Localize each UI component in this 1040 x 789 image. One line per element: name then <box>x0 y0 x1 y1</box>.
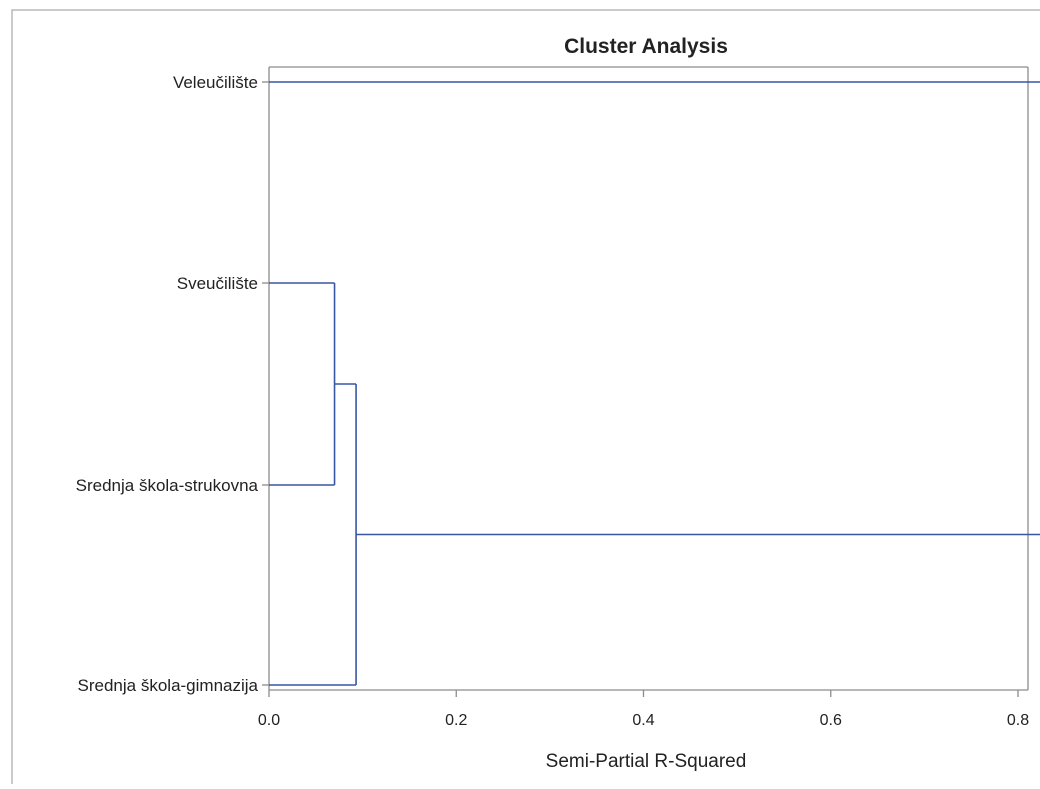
x-tick-label: 0.6 <box>820 712 842 729</box>
x-tick-label: 0.4 <box>632 712 654 729</box>
leaf-label: Veleučilište <box>173 73 258 92</box>
x-tick-label: 0.2 <box>445 712 467 729</box>
leaf-label: Srednja škola-strukovna <box>76 476 259 495</box>
x-tick-label: 0.0 <box>258 712 280 729</box>
leaf-labels: Veleučilište Sveučilište Srednja škola-str… <box>76 73 259 695</box>
axes <box>262 66 1029 691</box>
leaf-label: Srednja škola-gimnazija <box>78 676 259 695</box>
x-tick-label: 0.8 <box>1007 712 1029 729</box>
x-axis-label: Semi-Partial R-Squared <box>546 751 747 772</box>
leaf-label: Sveučilište <box>177 274 258 293</box>
x-axis-ticks: 0.0 0.2 0.4 0.6 0.8 <box>258 690 1029 729</box>
outer-border <box>11 9 1040 789</box>
dendrogram-branches <box>269 81 1040 686</box>
chart-title: Cluster Analysis <box>564 35 728 58</box>
